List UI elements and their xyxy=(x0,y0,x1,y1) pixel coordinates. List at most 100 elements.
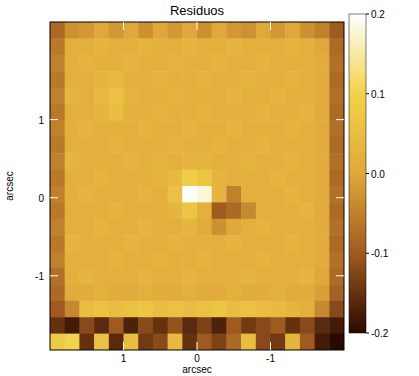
cell xyxy=(182,137,197,154)
cell xyxy=(241,317,256,334)
cell xyxy=(79,55,94,72)
cell xyxy=(65,88,80,105)
cell xyxy=(256,268,271,285)
cell xyxy=(65,137,80,154)
cell xyxy=(197,153,212,170)
colorbar xyxy=(349,14,366,333)
cell xyxy=(212,104,227,121)
cell xyxy=(271,268,286,285)
cell xyxy=(124,38,139,55)
cell xyxy=(94,137,109,154)
cell xyxy=(285,88,300,105)
cell xyxy=(271,120,286,137)
cell xyxy=(124,317,139,334)
cell xyxy=(256,22,271,39)
cell xyxy=(271,55,286,72)
cell xyxy=(50,170,65,187)
cell xyxy=(124,268,139,285)
cell xyxy=(256,252,271,269)
cell xyxy=(153,38,168,55)
cell xyxy=(94,22,109,39)
cell xyxy=(94,88,109,105)
cell xyxy=(226,334,241,350)
cell xyxy=(65,219,80,236)
cell xyxy=(241,170,256,187)
cell xyxy=(138,235,153,252)
cell xyxy=(212,22,227,39)
cell xyxy=(329,137,344,154)
cell xyxy=(168,120,183,137)
cell xyxy=(300,120,315,137)
cell xyxy=(138,219,153,236)
cell xyxy=(285,71,300,88)
cell xyxy=(315,120,330,137)
x-tick xyxy=(270,342,271,350)
cell xyxy=(256,170,271,187)
cell xyxy=(271,301,286,318)
cell xyxy=(315,301,330,318)
cell xyxy=(153,252,168,269)
cell xyxy=(256,71,271,88)
cell xyxy=(153,301,168,318)
cell xyxy=(300,219,315,236)
cell xyxy=(315,317,330,334)
x-tick-label: -1 xyxy=(266,353,275,364)
cell xyxy=(271,71,286,88)
cell xyxy=(153,317,168,334)
cell xyxy=(124,153,139,170)
cell xyxy=(79,71,94,88)
cell xyxy=(285,252,300,269)
cell xyxy=(285,268,300,285)
cell xyxy=(197,88,212,105)
cell xyxy=(65,334,80,350)
cell xyxy=(285,104,300,121)
cell xyxy=(300,71,315,88)
cell xyxy=(109,104,124,121)
cell xyxy=(271,202,286,219)
cell xyxy=(256,55,271,72)
cell xyxy=(50,38,65,55)
cell xyxy=(65,120,80,137)
cell xyxy=(315,235,330,252)
cell xyxy=(182,170,197,187)
heatmap xyxy=(50,22,344,350)
cell xyxy=(241,104,256,121)
cell xyxy=(182,268,197,285)
cell xyxy=(50,88,65,105)
cell xyxy=(182,334,197,350)
cell xyxy=(256,153,271,170)
cell xyxy=(124,137,139,154)
cell xyxy=(329,22,344,39)
cell xyxy=(50,120,65,137)
cell xyxy=(285,301,300,318)
cell xyxy=(271,137,286,154)
cell xyxy=(315,88,330,105)
cell xyxy=(124,186,139,203)
cell xyxy=(241,186,256,203)
cell xyxy=(138,284,153,301)
cell xyxy=(241,38,256,55)
colorbar-tick-label: 0.0 xyxy=(371,169,385,180)
cell xyxy=(79,235,94,252)
cell xyxy=(94,202,109,219)
cell xyxy=(315,252,330,269)
cell xyxy=(94,55,109,72)
cell xyxy=(226,202,241,219)
cell xyxy=(138,120,153,137)
cell xyxy=(226,186,241,203)
cell xyxy=(212,55,227,72)
cell xyxy=(94,38,109,55)
cell xyxy=(315,202,330,219)
cell xyxy=(138,334,153,350)
x-tick xyxy=(197,22,198,30)
cell xyxy=(226,170,241,187)
cell xyxy=(65,104,80,121)
cell xyxy=(168,137,183,154)
cell xyxy=(109,284,124,301)
cell xyxy=(94,268,109,285)
cell xyxy=(94,104,109,121)
cell xyxy=(109,317,124,334)
cell xyxy=(79,22,94,39)
cell xyxy=(65,22,80,39)
cell xyxy=(197,55,212,72)
